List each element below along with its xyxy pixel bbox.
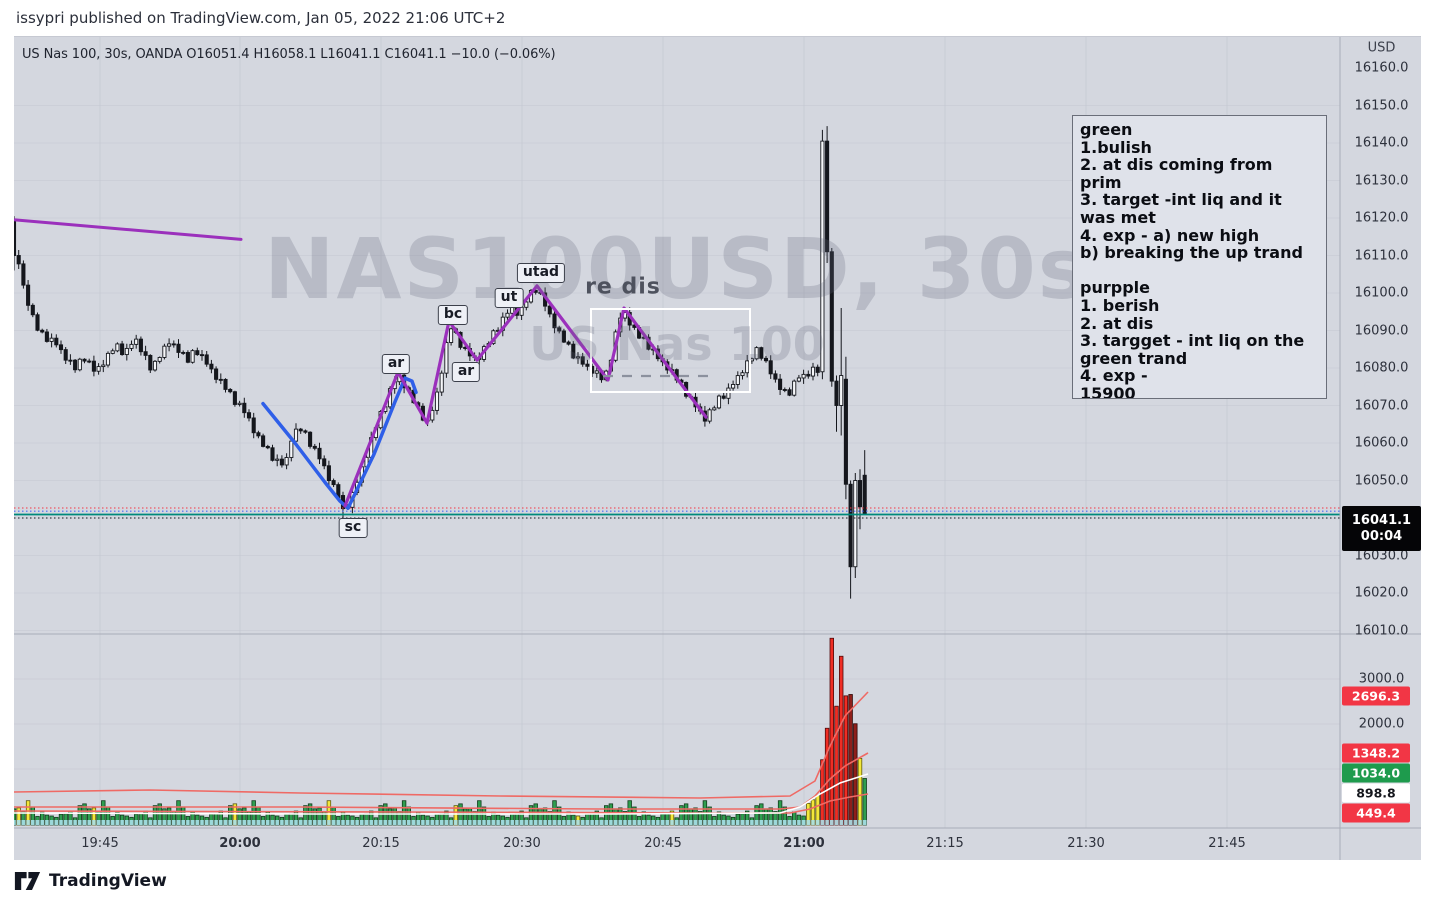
footer: TradingView bbox=[14, 869, 167, 893]
time-tick-label: 20:15 bbox=[362, 836, 400, 851]
analysis-note-box[interactable]: green 1.bulish 2. at dis coming from pri… bbox=[1072, 115, 1327, 399]
price-level-lines bbox=[14, 507, 1340, 519]
price-tick-label: 16050.0 bbox=[1354, 473, 1409, 488]
time-tick-label: 21:30 bbox=[1067, 836, 1105, 851]
attribution-text: issypri published on TradingView.com, Ja… bbox=[16, 9, 506, 27]
price-tick-label: 16010.0 bbox=[1354, 623, 1409, 638]
drawings-layer[interactable] bbox=[14, 218, 751, 510]
price-tick-label: 16090.0 bbox=[1354, 323, 1409, 338]
wyckoff-label-ut[interactable]: ut bbox=[494, 288, 524, 308]
last-price-badge: 16041.1 00:04 bbox=[1342, 506, 1421, 551]
tradingview-brand-text[interactable]: TradingView bbox=[49, 871, 167, 891]
volume-badge: 2696.3 bbox=[1342, 686, 1410, 706]
time-tick-label: 20:30 bbox=[503, 836, 541, 851]
volume-badge: 1348.2 bbox=[1342, 743, 1410, 763]
price-tick-label: 16070.0 bbox=[1354, 398, 1409, 413]
price-tick-label: 16020.0 bbox=[1354, 585, 1409, 601]
price-tick-label: 16120.0 bbox=[1354, 210, 1409, 226]
wyckoff-label-ar[interactable]: ar bbox=[381, 354, 411, 374]
volume-badge: 1034.0 bbox=[1342, 763, 1410, 783]
last-price-value: 16041.1 bbox=[1351, 512, 1412, 528]
wyckoff-label-utad[interactable]: utad bbox=[516, 263, 566, 283]
bar-countdown: 00:04 bbox=[1360, 528, 1403, 544]
re-dis-annotation[interactable]: re dis bbox=[585, 274, 661, 300]
price-tick-label: 16140.0 bbox=[1354, 135, 1409, 151]
price-tick-label: 16080.0 bbox=[1354, 360, 1409, 376]
chart-panel[interactable]: NAS100USD, 30s US Nas 100 US Nas 100, 30… bbox=[14, 36, 1421, 860]
price-tick-label: 16110.0 bbox=[1354, 248, 1409, 263]
volume-layer bbox=[14, 637, 869, 826]
price-tick-label: 16030.0 bbox=[1354, 548, 1409, 563]
price-tick-label: 16160.0 bbox=[1354, 60, 1409, 76]
tradingview-logo-icon[interactable] bbox=[14, 869, 41, 893]
wyckoff-label-ar[interactable]: ar bbox=[451, 362, 481, 382]
price-tick-label: 16100.0 bbox=[1354, 285, 1409, 301]
wyckoff-label-bc[interactable]: bc bbox=[437, 305, 469, 325]
separators bbox=[14, 37, 1421, 860]
volume-tick-label: 3000.0 bbox=[1358, 671, 1405, 687]
time-tick-label: 20:00 bbox=[219, 836, 261, 851]
volume-badge: 898.8 bbox=[1342, 783, 1410, 803]
price-tick-label: 16150.0 bbox=[1354, 98, 1409, 113]
currency-label: USD bbox=[1367, 40, 1396, 56]
price-tick-label: 16060.0 bbox=[1354, 435, 1409, 451]
time-tick-label: 21:00 bbox=[783, 836, 825, 851]
time-tick-label: 20:45 bbox=[644, 836, 682, 851]
time-tick-label: 19:45 bbox=[81, 836, 119, 851]
volume-badge: 449.4 bbox=[1342, 803, 1410, 823]
volume-tick-label: 2000.0 bbox=[1358, 716, 1405, 732]
price-tick-label: 16130.0 bbox=[1354, 173, 1409, 188]
time-tick-label: 21:45 bbox=[1208, 836, 1246, 851]
symbol-legend: US Nas 100, 30s, OANDA O16051.4 H16058.1… bbox=[22, 47, 556, 62]
time-tick-label: 21:15 bbox=[926, 836, 964, 851]
wyckoff-label-sc[interactable]: sc bbox=[338, 518, 368, 538]
